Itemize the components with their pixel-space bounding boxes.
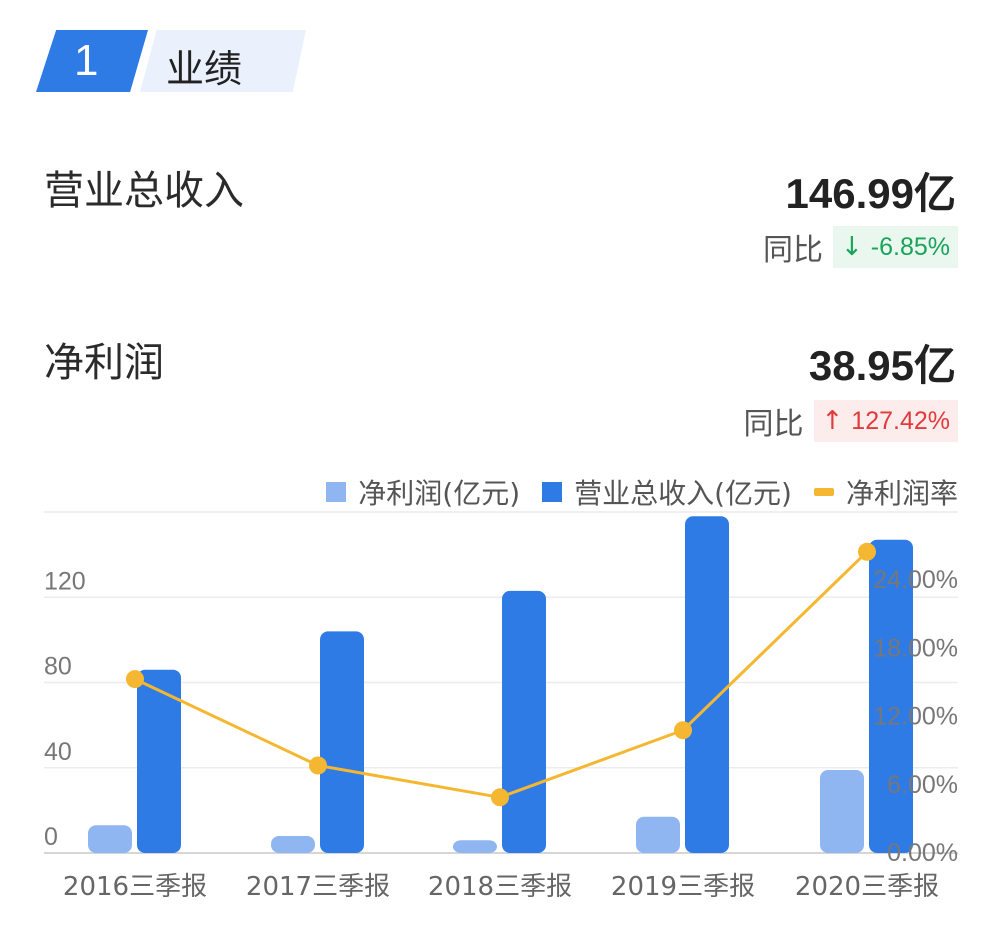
net-profit-value: 38.95亿 [808, 342, 956, 389]
revenue-yoy-label: 同比 [762, 233, 823, 268]
y-right-tick-label: 12.00% [873, 703, 958, 731]
legend-item-margin[interactable]: 净利润率 [813, 472, 958, 512]
bar-revenue [137, 669, 181, 853]
section-title: 业绩 [166, 47, 243, 91]
bar-revenue [502, 590, 546, 853]
net-profit-label: 净利润 [44, 340, 164, 386]
net-profit-yoy-badge: ↑ 127.42% [813, 400, 958, 442]
legend-label-margin: 净利润率 [845, 477, 958, 510]
arrow-up-icon: ↑ [821, 406, 844, 436]
section-title-background [140, 30, 306, 92]
arrow-down-icon: ↓ [840, 232, 863, 262]
y-left-tick-label: 0 [44, 823, 58, 851]
legend-label-revenue: 营业总收入(亿元) [574, 477, 792, 510]
bar-revenue [869, 539, 913, 853]
legend-item-revenue[interactable]: 营业总收入(亿元) [542, 472, 792, 512]
section-number: 1 [74, 36, 99, 85]
y-left-tick-label: 40 [44, 738, 72, 766]
bar-net-profit [636, 816, 680, 853]
bar-net-profit [271, 835, 315, 853]
y-right-tick-label: 0.00% [887, 839, 958, 867]
point-net-profit-margin [858, 542, 876, 561]
revenue-yoy: 同比 ↓ -6.85% [763, 226, 958, 268]
revenue-yoy-value: -6.85% [870, 232, 950, 261]
y-right-tick-label: 6.00% [887, 771, 958, 799]
y-left-tick-label: 120 [44, 567, 86, 595]
net-profit-yoy-label: 同比 [743, 407, 804, 442]
y-right-tick-label: 24.00% [873, 566, 958, 594]
legend-item-net-profit[interactable]: 净利润(亿元) [326, 472, 520, 512]
x-tick-label: 2016三季报 [63, 872, 207, 902]
y-left-tick-label: 80 [44, 653, 72, 681]
net-profit-yoy-value: 127.42% [851, 406, 950, 435]
x-tick-label: 2018三季报 [428, 872, 572, 902]
point-net-profit-margin [126, 670, 144, 689]
point-net-profit-margin [491, 788, 509, 807]
x-tick-label: 2020三季报 [795, 872, 939, 902]
y-right-tick-label: 18.00% [873, 634, 958, 662]
legend-label-net-profit: 净利润(亿元) [358, 477, 521, 510]
legend-swatch-revenue [542, 482, 563, 502]
section-header: 1 业绩 [36, 30, 306, 92]
revenue-value: 146.99亿 [785, 170, 956, 217]
bar-net-profit [453, 840, 497, 853]
bar-revenue [685, 516, 729, 853]
x-tick-label: 2019三季报 [611, 872, 755, 902]
legend-swatch-margin [813, 488, 834, 496]
x-tick-label: 2017三季报 [246, 872, 390, 902]
line-net-profit-margin [134, 550, 869, 799]
revenue-yoy-badge: ↓ -6.85% [832, 226, 958, 268]
section-number-badge [36, 30, 148, 92]
legend-swatch-net-profit [326, 482, 347, 502]
revenue-label: 营业总收入 [44, 168, 244, 214]
point-net-profit-margin [674, 721, 692, 740]
bar-net-profit [88, 825, 132, 853]
bar-net-profit [820, 769, 864, 853]
chart-legend: 净利润(亿元) 营业总收入(亿元) 净利润率 [304, 472, 958, 512]
net-profit-yoy: 同比 ↑ 127.42% [743, 400, 958, 442]
bar-revenue [320, 631, 364, 853]
point-net-profit-margin [309, 756, 327, 775]
